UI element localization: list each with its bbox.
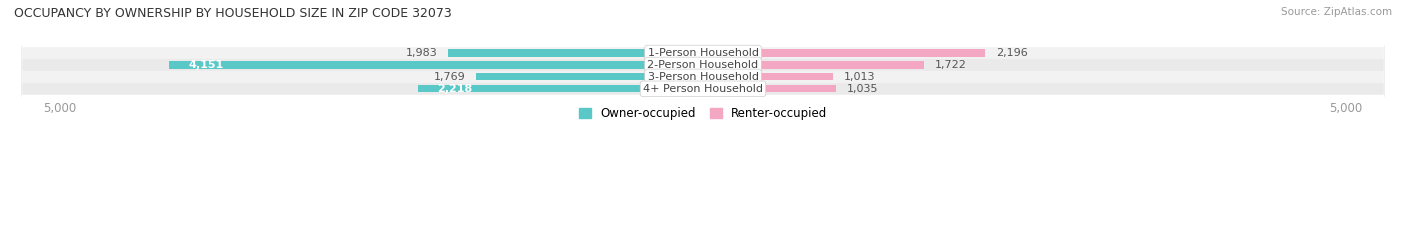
Bar (703, 85, 837, 92)
FancyBboxPatch shape (21, 0, 1385, 178)
Bar (475, 73, 703, 80)
Bar (703, 49, 986, 57)
Bar (703, 73, 834, 80)
Legend: Owner-occupied, Renter-occupied: Owner-occupied, Renter-occupied (579, 107, 827, 120)
Text: 1,769: 1,769 (433, 72, 465, 82)
Text: 4+ Person Household: 4+ Person Household (643, 84, 763, 94)
Bar (703, 61, 925, 69)
Text: 2,196: 2,196 (995, 48, 1028, 58)
Text: 2-Person Household: 2-Person Household (647, 60, 759, 70)
Text: OCCUPANCY BY OWNERSHIP BY HOUSEHOLD SIZE IN ZIP CODE 32073: OCCUPANCY BY OWNERSHIP BY HOUSEHOLD SIZE… (14, 7, 451, 20)
Text: 1-Person Household: 1-Person Household (648, 48, 758, 58)
Bar (449, 49, 703, 57)
Text: 1,722: 1,722 (935, 60, 966, 70)
Bar (418, 85, 703, 92)
Text: 2,218: 2,218 (437, 84, 472, 94)
Text: 1,983: 1,983 (406, 48, 437, 58)
FancyBboxPatch shape (21, 0, 1385, 154)
Text: 3-Person Household: 3-Person Household (648, 72, 758, 82)
Text: 1,035: 1,035 (846, 84, 877, 94)
Text: Source: ZipAtlas.com: Source: ZipAtlas.com (1281, 7, 1392, 17)
Text: 4,151: 4,151 (188, 60, 224, 70)
Text: 1,013: 1,013 (844, 72, 875, 82)
Bar (169, 61, 703, 69)
FancyBboxPatch shape (21, 0, 1385, 166)
FancyBboxPatch shape (21, 0, 1385, 142)
